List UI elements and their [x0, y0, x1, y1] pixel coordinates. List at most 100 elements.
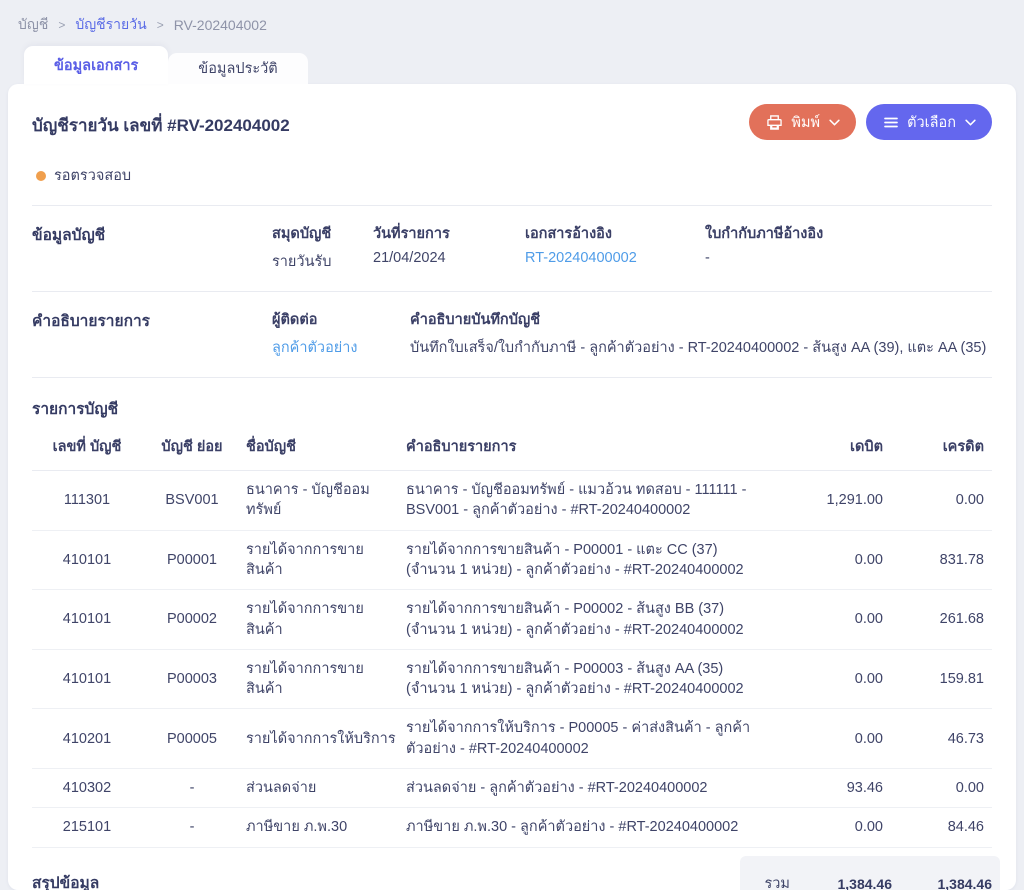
field-contact: ผู้ติดต่อ ลูกค้าตัวอย่าง — [272, 308, 406, 359]
column-header-5: เครดิต — [887, 427, 992, 472]
section-title-summary: สรุปข้อมูล — [32, 874, 100, 890]
description-section: คำอธิบายรายการ ผู้ติดต่อ ลูกค้าตัวอย่าง … — [32, 292, 992, 377]
status-badge: รอตรวจสอบ — [36, 164, 992, 187]
tab-document-info[interactable]: ข้อมูลเอกสาร — [24, 46, 169, 84]
cell-debit: 0.00 — [792, 530, 887, 591]
cell-credit: 831.78 — [887, 530, 992, 591]
section-title-account-info: ข้อมูลบัญชี — [32, 227, 106, 244]
cell-account_no: 410302 — [32, 768, 142, 809]
table-row: 410101 P00002 รายได้จากการขายสินค้า รายได้จ… — [32, 589, 992, 650]
cell-debit: 1,291.00 — [792, 470, 887, 531]
cell-debit: 93.46 — [792, 768, 887, 809]
cell-description: ธนาคาร - บัญชีออมทรัพย์ - แมวอ้วน ทดสอบ … — [402, 470, 792, 531]
section-title-entries: รายการบัญชี — [32, 401, 119, 418]
divider — [32, 205, 992, 206]
cell-sub_account: - — [142, 768, 242, 809]
chevron-down-icon — [965, 119, 976, 126]
options-button-label: ตัวเลือก — [907, 114, 956, 131]
tab-history-info[interactable]: ข้อมูลประวัติ — [168, 53, 308, 84]
field-journal-note: คำอธิบายบันทึกบัญชี บันทึกใบเสร็จ/ใบกำกั… — [410, 312, 987, 356]
column-header-4: เดบิต — [792, 427, 887, 472]
cell-description: รายได้จากการขายสินค้า - P00002 - ส้นสูง … — [402, 589, 792, 650]
document-card: บัญชีรายวัน เลขที่ #RV-202404002 พิมพ์ ต… — [8, 84, 1016, 890]
table-row: 410101 P00003 รายได้จากการขายสินค้า รายได้จ… — [32, 649, 992, 710]
entries-table: เลขที่ บัญชี บัญชี ย่อย ชื่อบัญชี คำอธิบายร… — [32, 427, 992, 848]
cell-sub_account: P00002 — [142, 589, 242, 650]
divider — [32, 291, 992, 292]
cell-account_name: รายได้จากการขายสินค้า — [242, 589, 402, 650]
cell-debit: 0.00 — [792, 708, 887, 769]
cell-sub_account: P00001 — [142, 530, 242, 591]
account-info-section: ข้อมูลบัญชี สมุดบัญชี รายวันรับ วันที่รา… — [32, 206, 992, 291]
cell-account_no: 410101 — [32, 649, 142, 710]
divider — [32, 377, 992, 378]
table-row: 410101 P00001 รายได้จากการขายสินค้า รายได้จ… — [32, 530, 992, 591]
tab-label: ข้อมูลประวัติ — [198, 61, 278, 77]
field-journal-book: สมุดบัญชี รายวันรับ — [272, 226, 332, 270]
total-credit: 1,384.46 — [937, 875, 993, 890]
cell-credit: 0.00 — [887, 470, 992, 531]
breadcrumb-item-accounting[interactable]: บัญชี — [18, 16, 49, 32]
print-button[interactable]: พิมพ์ — [749, 104, 857, 140]
field-tax-invoice-reference: ใบกำกับภาษีอ้างอิง - — [705, 226, 824, 266]
contact-link[interactable]: ลูกค้าตัวอย่าง — [272, 340, 358, 356]
cell-description: ส่วนลดจ่าย - ลูกค้าตัวอย่าง - #RT-202404… — [402, 768, 792, 809]
cell-account_no: 410201 — [32, 708, 142, 769]
cell-account_name: รายได้จากการขายสินค้า — [242, 649, 402, 710]
table-row: 215101- ภาษีขาย ภ.พ.30 ภาษีขาย ภ.พ.30 - ลู… — [32, 807, 992, 848]
cell-credit: 261.68 — [887, 589, 992, 650]
printer-icon — [767, 114, 783, 130]
cell-sub_account: - — [142, 807, 242, 848]
section-title-description: คำอธิบายรายการ — [32, 313, 150, 330]
status-dot-icon — [36, 170, 46, 181]
menu-icon — [884, 117, 898, 128]
cell-credit: 84.46 — [887, 807, 992, 848]
cell-sub_account: P00003 — [142, 649, 242, 710]
cell-credit: 46.73 — [887, 708, 992, 769]
field-reference-document: เอกสารอ้างอิง RT-20240400002 — [525, 222, 701, 273]
summary-total-box: รวม 1,384.46 1,384.46 — [740, 855, 1000, 890]
status-label: รอตรวจสอบ — [54, 168, 132, 184]
page-title: บัญชีรายวัน เลขที่ #RV-202404002 — [32, 116, 290, 135]
cell-account_name: รายได้จากการให้บริการ — [242, 708, 402, 769]
cell-debit: 0.00 — [792, 649, 887, 710]
cell-description: ภาษีขาย ภ.พ.30 - ลูกค้าตัวอย่าง - #RT-20… — [402, 807, 792, 848]
summary-section: สรุปข้อมูล รวม 1,384.46 1,384.46 — [32, 848, 1000, 890]
cell-debit: 0.00 — [792, 807, 887, 848]
cell-account_name: ธนาคาร - บัญชีออมทรัพย์ — [242, 470, 402, 531]
tab-bar: ข้อมูลเอกสาร ข้อมูลประวัติ — [0, 46, 1024, 84]
column-header-1: บัญชี ย่อย — [142, 427, 242, 472]
entries-table-head-row: เลขที่ บัญชี บัญชี ย่อย ชื่อบัญชี คำอธิบายร… — [32, 427, 992, 472]
column-header-0: เลขที่ บัญชี — [32, 427, 142, 472]
cell-description: รายได้จากการขายสินค้า - P00003 - ส้นสูง … — [402, 649, 792, 710]
print-button-label: พิมพ์ — [791, 114, 821, 131]
breadcrumb-item-journal[interactable]: บัญชีรายวัน — [75, 16, 147, 32]
action-buttons: พิมพ์ ตัวเลือก — [749, 104, 992, 140]
total-debit: 1,384.46 — [837, 875, 893, 890]
cell-credit: 0.00 — [887, 768, 992, 809]
cell-sub_account: BSV001 — [142, 470, 242, 531]
cell-account_no: 410101 — [32, 589, 142, 650]
tab-label: ข้อมูลเอกสาร — [54, 57, 139, 74]
breadcrumb-separator: > — [58, 18, 66, 32]
total-label: รวม — [764, 876, 791, 890]
cell-account_name: รายได้จากการขายสินค้า — [242, 530, 402, 591]
cell-description: รายได้จากการขายสินค้า - P00001 - แตะ CC … — [402, 530, 792, 591]
options-button[interactable]: ตัวเลือก — [866, 104, 992, 140]
chevron-down-icon — [829, 119, 840, 126]
card-header: บัญชีรายวัน เลขที่ #RV-202404002 พิมพ์ ต… — [32, 104, 992, 140]
cell-account_name: ภาษีขาย ภ.พ.30 — [242, 807, 402, 848]
table-row: 410302- ส่วนลดจ่าย ส่วนลดจ่าย - ลูกค้าตัวอ… — [32, 768, 992, 809]
column-header-2: ชื่อบัญชี — [242, 427, 402, 472]
cell-account_no: 410101 — [32, 530, 142, 591]
cell-sub_account: P00005 — [142, 708, 242, 769]
breadcrumb: บัญชี > บัญชีรายวัน > RV-202404002 — [0, 0, 1024, 46]
table-row: 111301 BSV001 ธนาคาร - บัญชีออมทรัพย์ ธนาคา… — [32, 470, 992, 531]
cell-debit: 0.00 — [792, 589, 887, 650]
cell-credit: 159.81 — [887, 649, 992, 710]
reference-document-link[interactable]: RT-20240400002 — [525, 250, 637, 266]
cell-account_name: ส่วนลดจ่าย — [242, 768, 402, 809]
cell-account_no: 215101 — [32, 807, 142, 848]
cell-description: รายได้จากการให้บริการ - P00005 - ค่าส่งส… — [402, 708, 792, 769]
column-header-3: คำอธิบายรายการ — [402, 427, 792, 472]
